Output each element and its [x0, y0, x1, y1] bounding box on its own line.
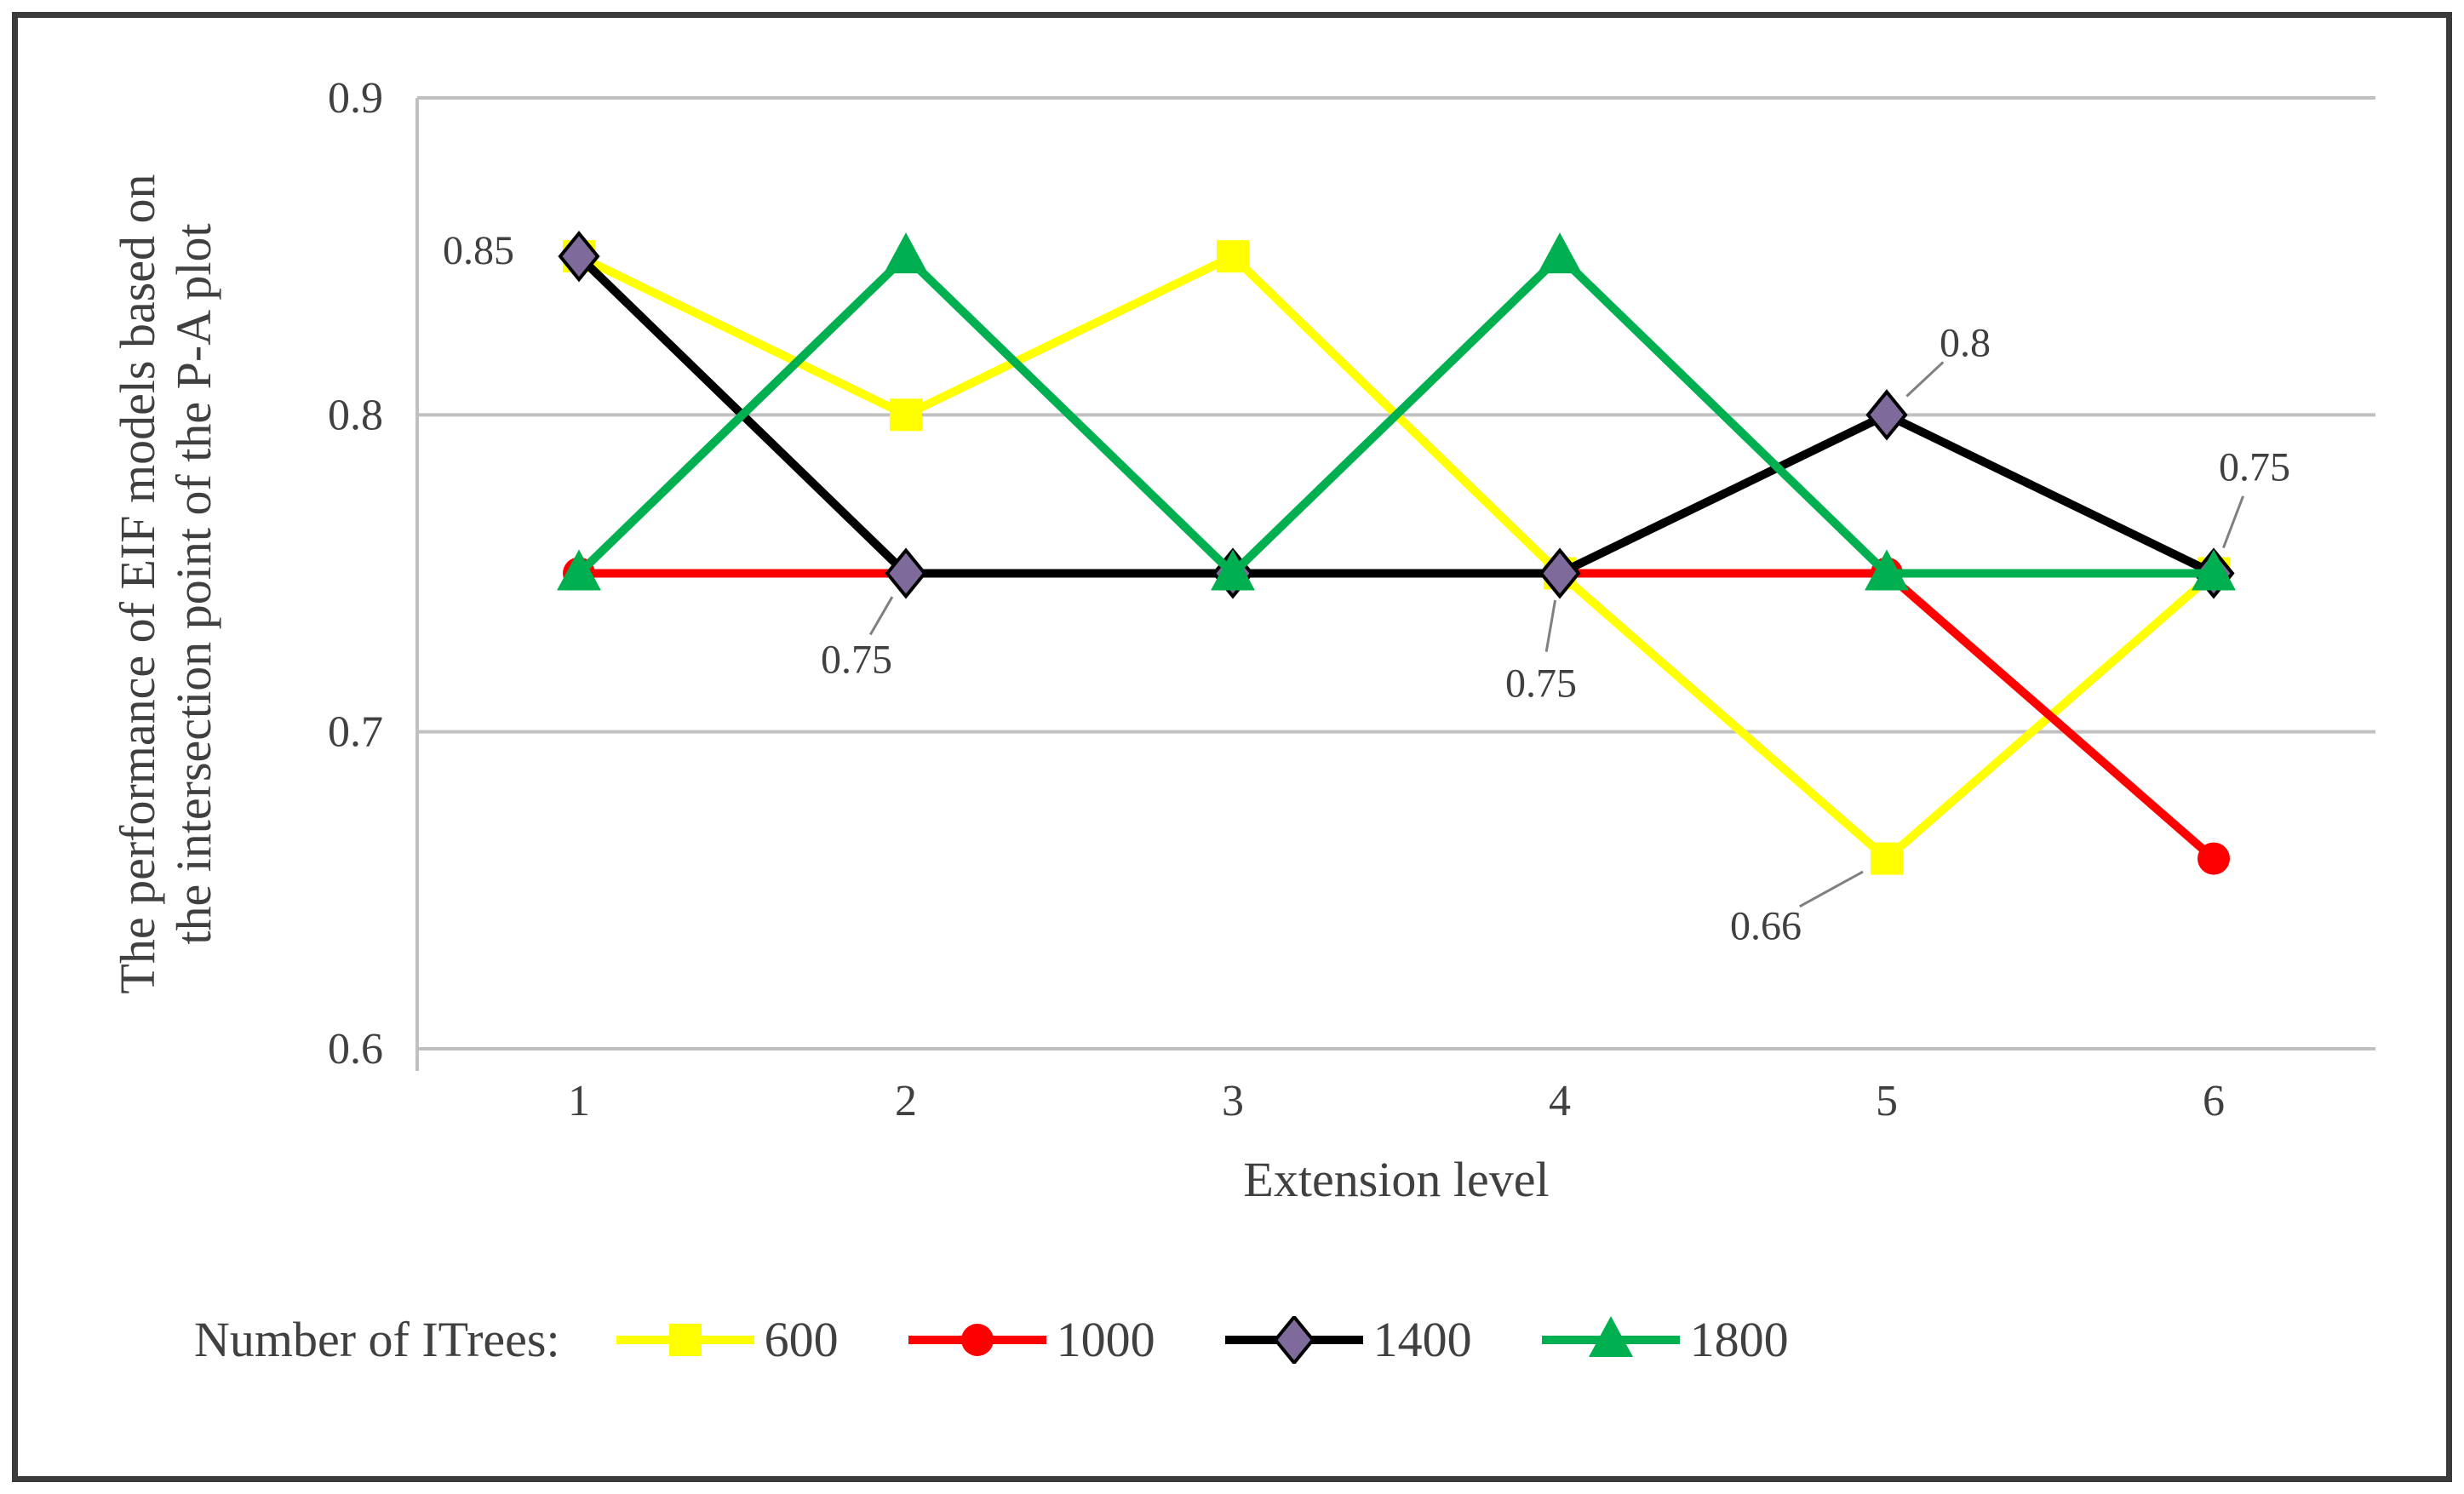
legend-item-1400: 1400 [1222, 1311, 1472, 1368]
legend-item-label: 600 [764, 1312, 839, 1367]
marker-1800-x3 [1211, 549, 1255, 591]
legend-swatch-1800 [1541, 1315, 1680, 1357]
y-tick-label: 0.9 [328, 74, 383, 123]
legend-swatch-1400 [1224, 1315, 1363, 1364]
marker-1400-x4 [1539, 547, 1581, 599]
data-label-leader [1905, 361, 1945, 398]
x-tick-label: 4 [1549, 1077, 1571, 1125]
legend-swatch-600 [616, 1323, 754, 1356]
data-label-leader [868, 596, 894, 636]
y-axis-title: The performance of EIF models based on t… [110, 0, 222, 1222]
marker-600-x5 [1871, 842, 1903, 875]
legend: Number of ITrees: 600 1000 1400 1800 [194, 1311, 1789, 1368]
legend-title: Number of ITrees: [194, 1312, 560, 1367]
marker-1800-x1 [557, 549, 601, 591]
legend-item-label: 1400 [1372, 1312, 1472, 1367]
x-tick-label: 6 [2203, 1077, 2225, 1125]
legend-item-label: 1000 [1056, 1312, 1155, 1367]
marker-1400-x5 [1865, 389, 1908, 441]
data-label: 0.66 [1730, 904, 1802, 949]
legend-swatch-1000 [908, 1323, 1046, 1356]
data-label: 0.75 [2219, 445, 2290, 490]
legend-marker-diamond [1272, 1315, 1315, 1364]
legend-marker-circle [960, 1323, 994, 1356]
series-line-1400 [576, 253, 2216, 578]
data-label-leader [2221, 495, 2244, 549]
y-tick-label: 0.8 [328, 391, 383, 439]
marker-1000-x6 [2198, 842, 2230, 875]
legend-item-1000: 1000 [905, 1311, 1155, 1368]
legend-items: 600 1000 1400 1800 [613, 1311, 1789, 1368]
data-label: 0.75 [821, 638, 892, 683]
legend-item-1800: 1800 [1539, 1311, 1789, 1368]
legend-marker-square [668, 1323, 702, 1356]
data-label: 0.85 [443, 228, 514, 273]
marker-1800-x4 [1538, 232, 1582, 274]
data-label-leader [1799, 870, 1864, 908]
x-tick-label: 2 [895, 1077, 917, 1125]
data-label: 0.75 [1505, 661, 1577, 707]
legend-item-label: 1800 [1689, 1312, 1789, 1367]
y-axis-title-line2: the intersection point of the P-A plot [166, 223, 221, 945]
data-label-leader [1544, 599, 1557, 652]
marker-1400-x2 [885, 547, 927, 599]
y-tick-label: 0.6 [328, 1025, 383, 1073]
x-tick-label: 1 [568, 1077, 590, 1125]
x-tick-label: 5 [1876, 1077, 1898, 1125]
legend-marker-triangle [1588, 1315, 1633, 1357]
data-label: 0.8 [1940, 320, 1991, 365]
marker-1400-x1 [558, 231, 600, 283]
marker-1800-x6 [2192, 549, 2236, 591]
marker-600-x2 [890, 398, 922, 432]
marker-1800-x2 [884, 232, 928, 274]
y-axis-title-line1: The performance of EIF models based on [110, 174, 165, 994]
marker-1800-x5 [1865, 549, 1909, 591]
y-tick-label: 0.7 [328, 708, 383, 757]
series-line-1800 [576, 250, 2214, 580]
x-axis-title: Extension level [1243, 1152, 1550, 1207]
series-line-1000 [579, 569, 2217, 862]
marker-600-x3 [1217, 240, 1249, 273]
legend-item-600: 600 [613, 1311, 839, 1368]
x-tick-label: 3 [1222, 1077, 1244, 1125]
